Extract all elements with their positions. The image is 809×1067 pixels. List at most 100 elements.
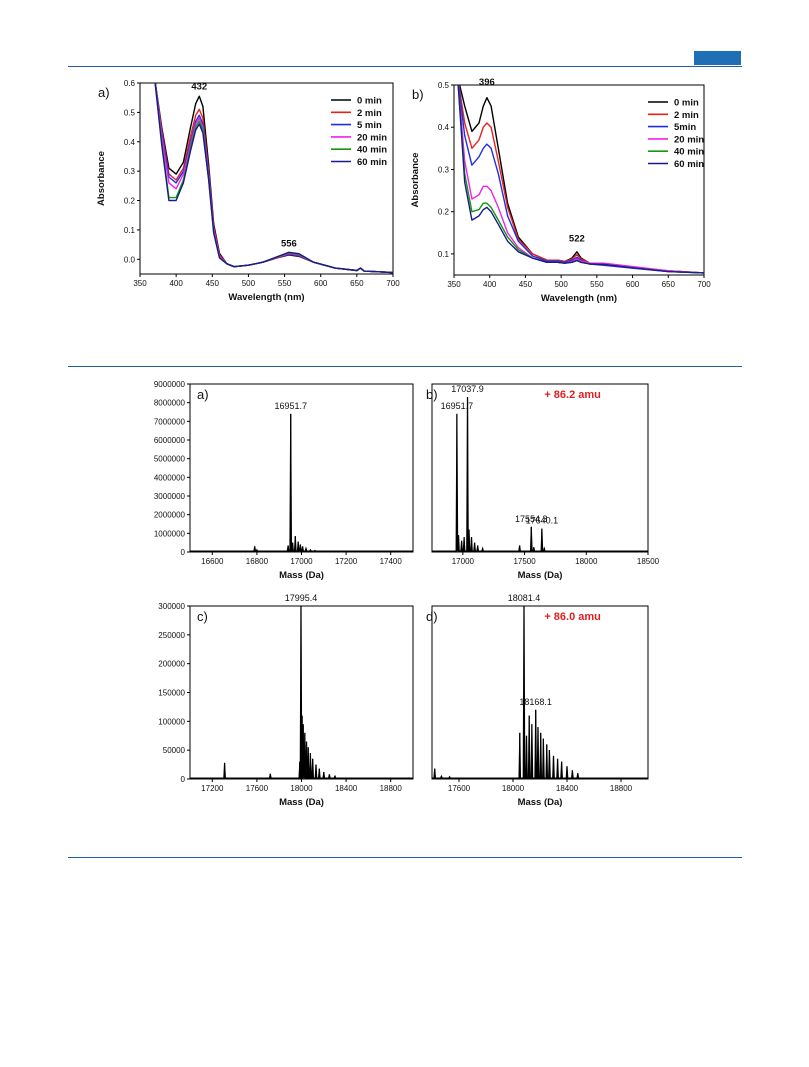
y-tick-label: 0.0 — [124, 255, 136, 264]
y-tick-label: 7000000 — [154, 417, 186, 426]
bottom-rule — [68, 857, 742, 858]
x-tick-label: 17400 — [380, 557, 403, 566]
header-tab — [694, 51, 741, 65]
plot-frame — [431, 383, 649, 553]
plot-frame — [431, 605, 649, 780]
x-tick-label: 650 — [350, 279, 364, 288]
x-tick-label: 700 — [697, 280, 711, 289]
x-axis-label: Wavelength (nm) — [541, 293, 617, 304]
x-tick-label: 16600 — [201, 557, 224, 566]
legend-label: 2 min — [357, 108, 382, 119]
legend-label: 60 min — [674, 159, 704, 170]
x-axis-label: Mass (Da) — [279, 570, 324, 581]
legend-label: 0 min — [674, 98, 699, 109]
spectrum-trace — [432, 397, 648, 552]
legend-label: 5min — [674, 122, 696, 133]
legend-label: 2 min — [674, 110, 699, 121]
peak-label: 17640.1 — [526, 516, 559, 526]
y-tick-label: 0.1 — [124, 226, 136, 235]
mass-spectrum-chart-c: 17200 17600 18000 18400 18800 0 50000 100000 150… — [158, 593, 414, 808]
x-tick-label: 18000 — [290, 784, 313, 793]
panel-label: b) — [412, 87, 424, 102]
y-axis-label: Absorbance — [410, 153, 421, 208]
x-tick-label: 18000 — [575, 557, 598, 566]
x-tick-label: 400 — [483, 280, 497, 289]
y-tick-label: 200000 — [158, 660, 185, 669]
panel-label: a) — [197, 387, 209, 402]
y-tick-label: 0.5 — [438, 81, 450, 90]
y-tick-label: 0.4 — [438, 123, 450, 132]
x-tick-label: 18500 — [637, 557, 660, 566]
x-tick-label: 18000 — [502, 784, 525, 793]
y-tick-label: 0.2 — [438, 208, 450, 217]
plot-frame — [139, 82, 394, 275]
x-tick-label: 400 — [169, 279, 183, 288]
x-tick-label: 17000 — [452, 557, 475, 566]
peak-label: 16951.7 — [274, 401, 307, 411]
y-tick-label: 250000 — [158, 631, 185, 640]
mass-shift-annotation: + 86.0 amu — [544, 611, 601, 623]
y-tick-label: 300000 — [158, 602, 185, 611]
x-axis-label: Mass (Da) — [518, 797, 563, 808]
x-tick-label: 550 — [278, 279, 292, 288]
y-tick-label: 2000000 — [154, 511, 186, 520]
legend-label: 40 min — [674, 147, 704, 158]
plot-frame — [453, 84, 705, 276]
peak-label: 18168.1 — [519, 697, 552, 707]
y-tick-label: 8000000 — [154, 399, 186, 408]
legend-label: 20 min — [674, 134, 704, 145]
uv-vis-chart-a: 350 400 450 500 550 600 650 700 0.0 0.1 0.2 0.3 0.4 0… — [96, 79, 400, 303]
x-tick-label: 18400 — [556, 784, 579, 793]
mass-spectrum-chart-d: 17600 18000 18400 18800 Mass (Da) d) 18081.4 18… — [426, 593, 649, 808]
panel-label: a) — [98, 85, 110, 100]
top-rule — [68, 66, 742, 67]
x-tick-label: 18800 — [610, 784, 633, 793]
x-tick-label: 18400 — [335, 784, 358, 793]
series-line-60-min — [154, 83, 393, 274]
panel-label: b) — [426, 387, 438, 402]
y-tick-label: 0.6 — [124, 79, 136, 88]
peak-label: 432 — [191, 81, 207, 92]
x-tick-label: 17600 — [448, 784, 471, 793]
panel-label: d) — [426, 609, 438, 624]
x-tick-label: 17500 — [513, 557, 536, 566]
y-axis-label: Absorbance — [96, 151, 107, 206]
y-tick-label: 6000000 — [154, 436, 186, 445]
panel-label: c) — [197, 609, 208, 624]
y-tick-label: 50000 — [163, 746, 186, 755]
x-axis-label: Mass (Da) — [279, 797, 324, 808]
legend-label: 60 min — [357, 157, 387, 168]
y-tick-label: 5000000 — [154, 455, 186, 464]
y-tick-label: 4000000 — [154, 473, 186, 482]
peak-label: 522 — [569, 233, 585, 244]
y-tick-label: 9000000 — [154, 380, 186, 389]
mass-spectrum-chart-b: 17000 17500 18000 18500 Mass (Da) b)16951.7 17… — [426, 383, 660, 581]
x-tick-label: 350 — [447, 280, 461, 289]
legend-label: 0 min — [357, 96, 382, 107]
x-tick-label: 18800 — [380, 784, 403, 793]
y-tick-label: 150000 — [158, 689, 185, 698]
legend-label: 40 min — [357, 145, 387, 156]
x-tick-label: 17200 — [335, 557, 358, 566]
x-tick-label: 17000 — [290, 557, 313, 566]
spectrum-trace — [432, 605, 648, 779]
peak-label: 16951.7 — [441, 401, 474, 411]
mass-shift-annotation: + 86.2 amu — [544, 389, 601, 401]
legend-label: 20 min — [357, 132, 387, 143]
x-tick-label: 16800 — [246, 557, 269, 566]
x-axis-label: Mass (Da) — [518, 570, 563, 581]
y-tick-label: 0.1 — [438, 250, 450, 259]
x-tick-label: 450 — [206, 279, 220, 288]
y-tick-label: 1000000 — [154, 529, 186, 538]
x-tick-label: 650 — [662, 280, 676, 289]
series-line-60-min — [457, 85, 704, 274]
peak-label: 17554.3 — [515, 514, 548, 524]
legend-label: 5 min — [357, 120, 382, 131]
x-tick-label: 350 — [133, 279, 147, 288]
x-tick-label: 450 — [519, 280, 533, 289]
y-tick-label: 0 — [181, 775, 186, 784]
y-tick-label: 0.5 — [124, 108, 136, 117]
x-tick-label: 17600 — [246, 784, 269, 793]
peak-label: 556 — [281, 238, 297, 249]
peak-label: 17995.4 — [285, 593, 318, 603]
